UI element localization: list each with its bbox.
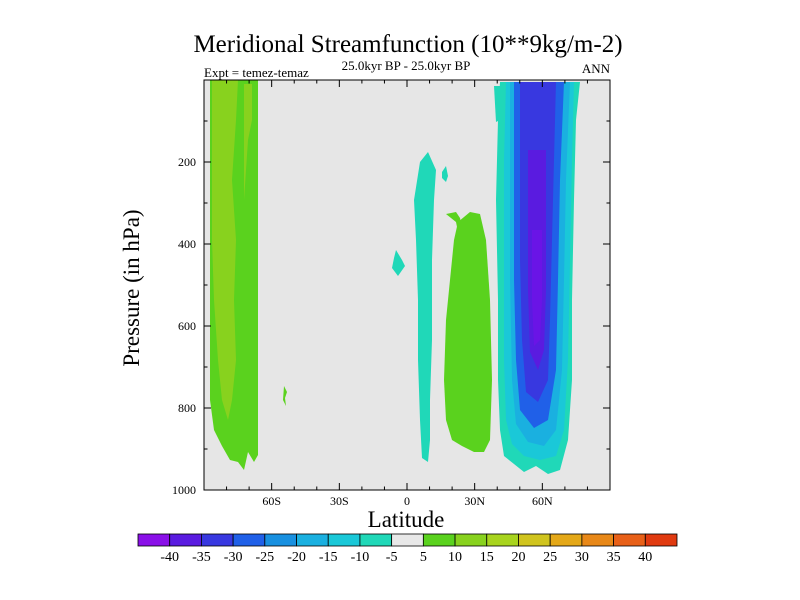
- colorbar-swatch-16: [644, 533, 678, 547]
- y-tick-label: 600: [178, 319, 196, 333]
- y-tick-label: 400: [178, 237, 196, 251]
- x-tick-label: 60S: [262, 494, 281, 508]
- x-tick-label: 30S: [330, 494, 349, 508]
- colorbar-label: -10: [351, 550, 370, 565]
- colorbar-label: -30: [224, 550, 243, 565]
- colorbar-swatch-8: [391, 533, 424, 547]
- contour-cyan-55n-edge: [494, 86, 500, 122]
- x-tick-label: 0: [404, 494, 410, 508]
- colorbar-swatch-7: [359, 533, 393, 547]
- colorbar-label: 40: [638, 550, 652, 565]
- y-tick-label: 200: [178, 155, 196, 169]
- period-label: ANN: [582, 61, 611, 76]
- contour-green-60s-inner: [212, 80, 238, 420]
- colorbar-swatch-5: [296, 533, 329, 547]
- colorbar-label: -15: [319, 550, 338, 565]
- colorbar-swatch-9: [422, 533, 456, 547]
- colorbar-swatch-4: [264, 533, 297, 547]
- colorbar-swatch-0: [137, 533, 171, 547]
- x-axis-title: Latitude: [368, 507, 445, 532]
- contour-violet-core: [532, 230, 542, 346]
- tick-marks: [203, 80, 611, 491]
- contour-green-60s-edge: [244, 84, 252, 200]
- colorbar-swatch-11: [486, 533, 519, 547]
- colorbar-label: -25: [255, 550, 274, 565]
- subtitle: 25.0kyr BP - 25.0kyr BP: [342, 58, 471, 73]
- colorbar-swatch-10: [454, 533, 488, 547]
- contour-green-small-65s: [283, 386, 287, 406]
- colorbar-label: 15: [480, 550, 494, 565]
- y-tick-label: 800: [178, 401, 196, 415]
- y-tick-label: 1000: [172, 483, 196, 497]
- colorbar-label: 20: [511, 550, 525, 565]
- colorbar-swatch-13: [549, 533, 583, 547]
- colorbar-label: -20: [287, 550, 306, 565]
- colorbar: -40 -35 -30 -25 -20 -15 -10 -5 5 10 15 20 25 30 35 40: [137, 533, 678, 565]
- colorbar-swatch-12: [518, 533, 551, 547]
- chart-title: Meridional Streamfunction (10**9kg/m-2): [193, 31, 622, 58]
- experiment-label: Expt = temez-temaz: [204, 65, 309, 80]
- contour-cyan-eq-dot: [442, 166, 448, 182]
- colorbar-label: -35: [192, 550, 211, 565]
- colorbar-swatch-6: [327, 533, 361, 547]
- colorbar-label: -40: [160, 550, 179, 565]
- contour-cyan-blob: [392, 250, 405, 276]
- y-axis-title: Pressure (in hPa): [119, 209, 144, 366]
- colorbar-swatch-2: [201, 533, 234, 547]
- colorbar-label: 10: [448, 550, 462, 565]
- colorbar-label: 35: [607, 550, 621, 565]
- plot-area: [203, 79, 611, 491]
- colorbar-swatch-1: [169, 533, 202, 547]
- colorbar-label: 5: [420, 550, 427, 565]
- colorbar-swatch-15: [613, 533, 646, 547]
- colorbar-label: 30: [575, 550, 589, 565]
- x-tick-label: 30N: [464, 494, 485, 508]
- colorbar-swatch-3: [232, 533, 266, 547]
- contour-green-30n-main: [444, 212, 492, 452]
- colorbar-label: -5: [386, 550, 398, 565]
- colorbar-swatch-14: [581, 533, 614, 547]
- x-tick-label: 60N: [532, 494, 553, 508]
- contour-fills: [210, 80, 580, 474]
- contour-cyan-eq: [414, 152, 436, 462]
- colorbar-label: 25: [543, 550, 557, 565]
